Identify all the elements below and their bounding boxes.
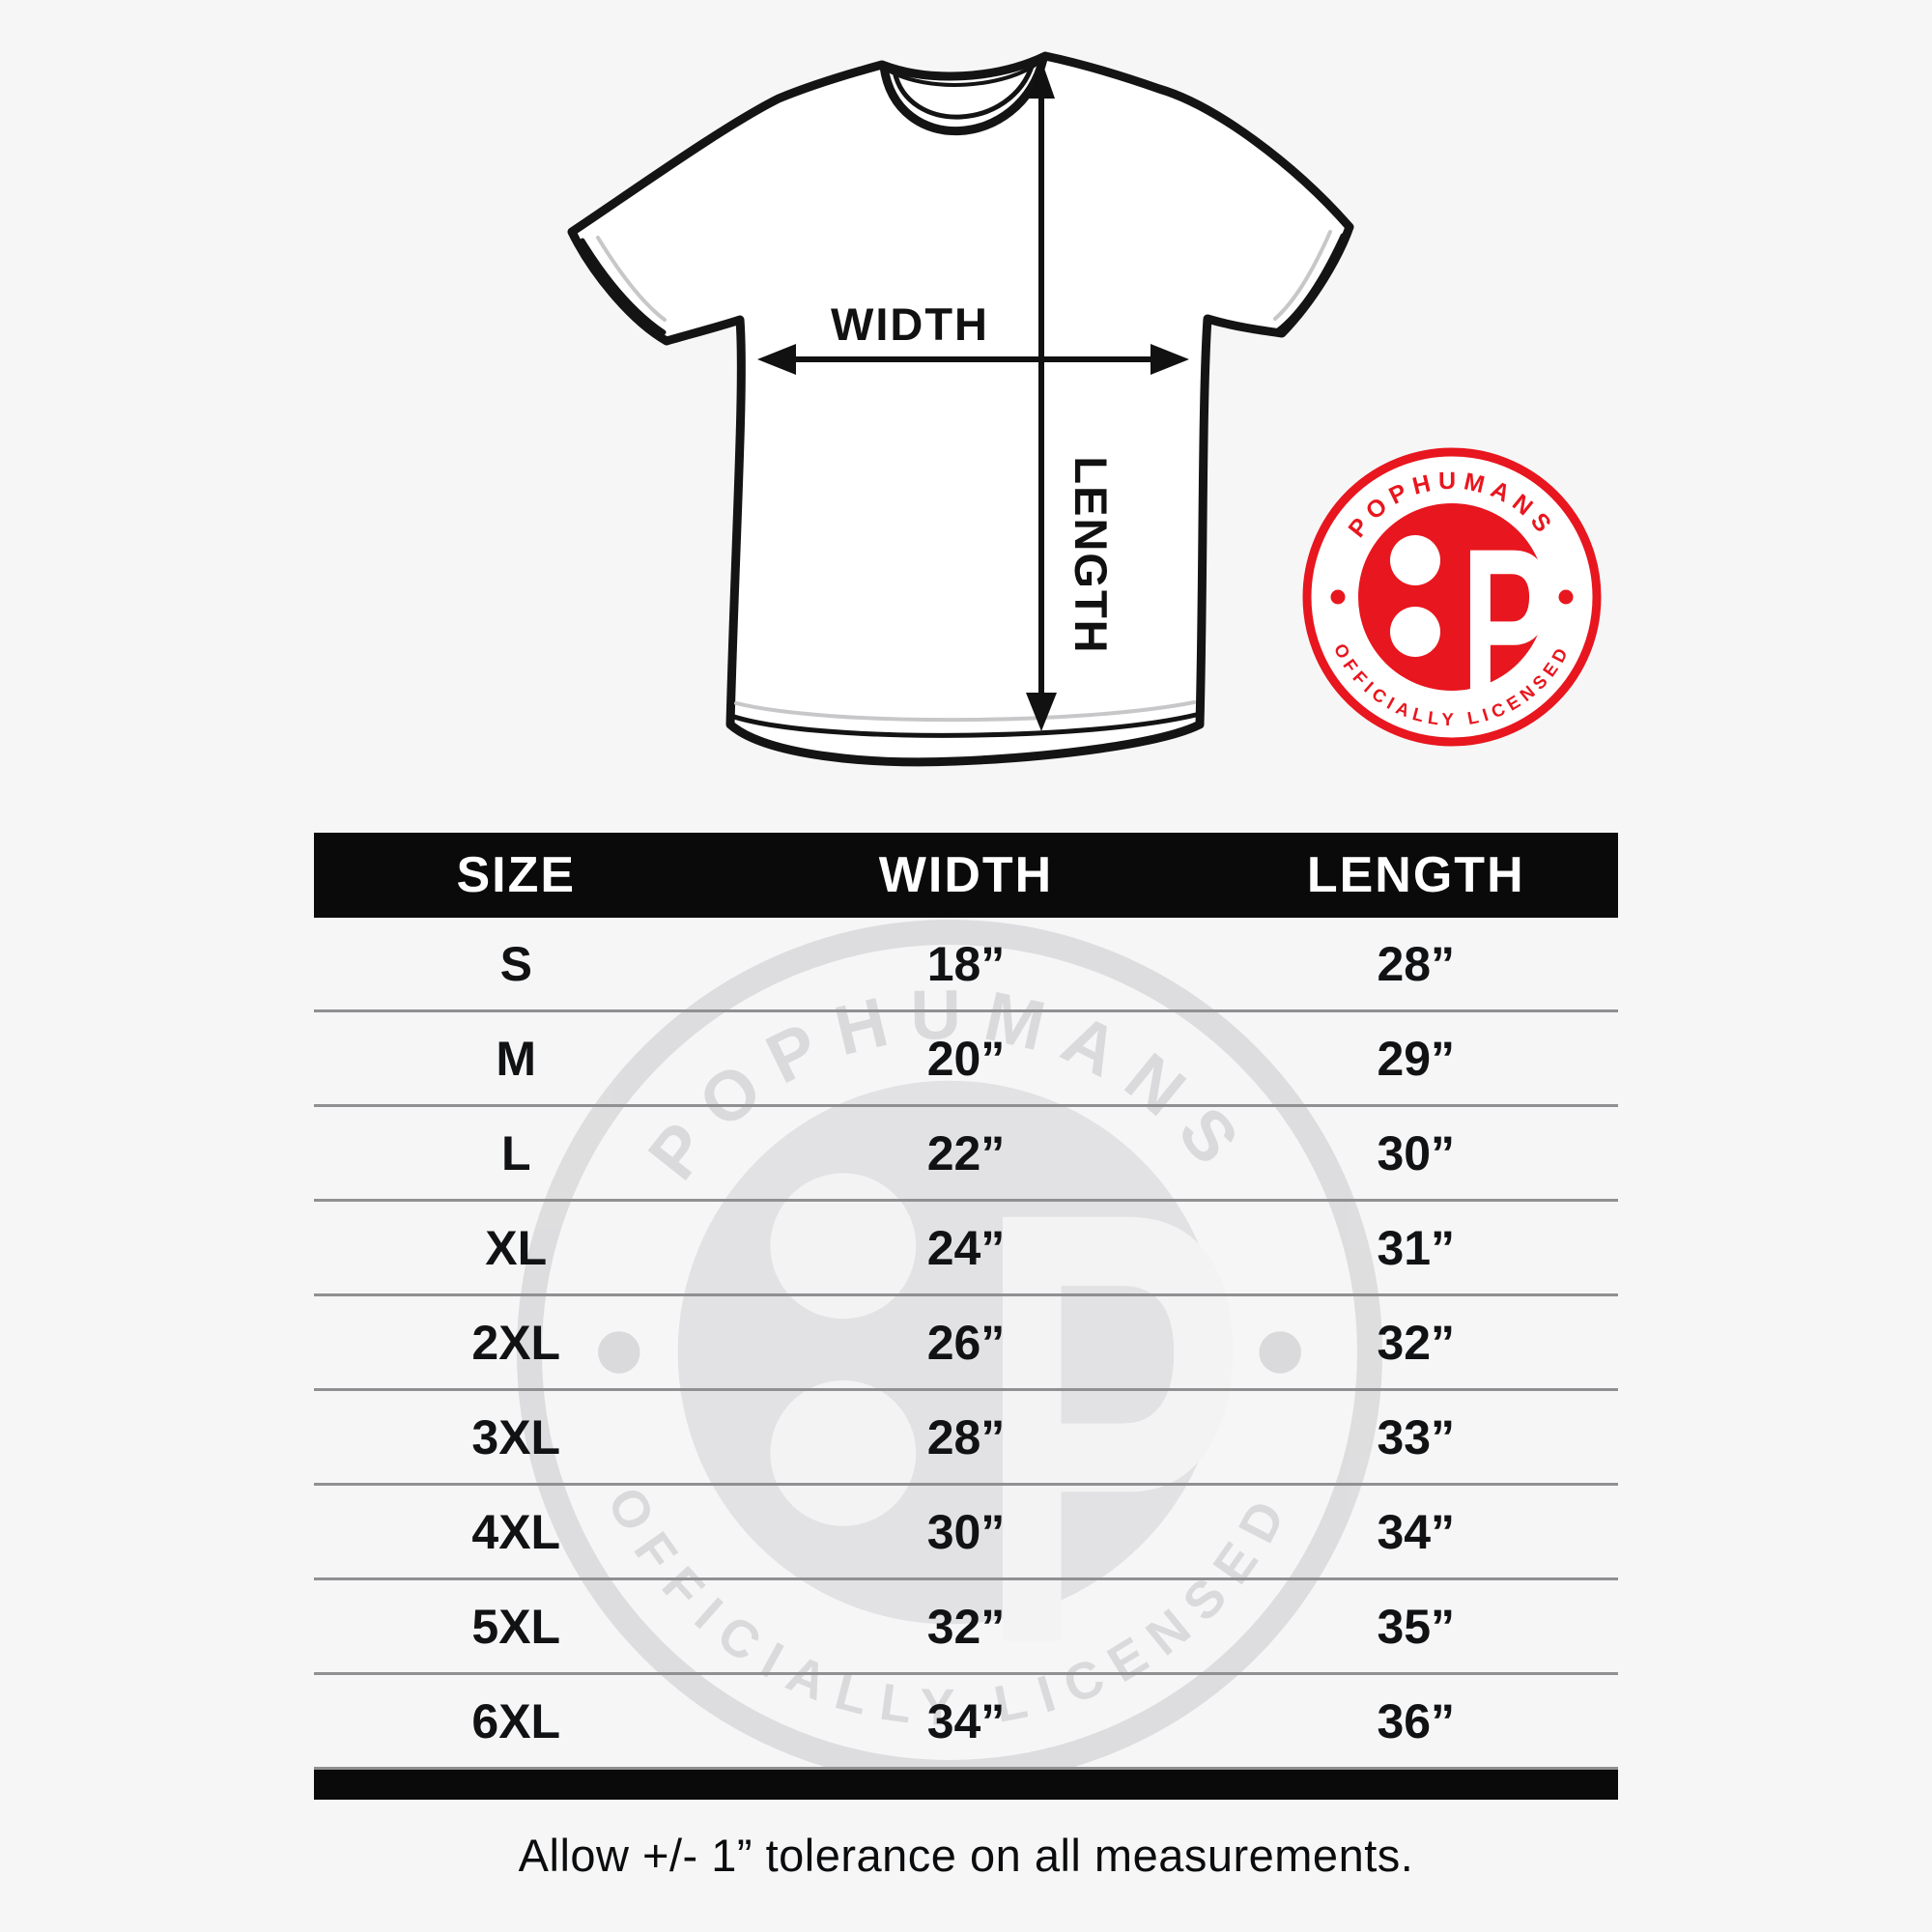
table-row: 4XL 30” 34” bbox=[314, 1486, 1618, 1580]
table-header-row: SIZE WIDTH LENGTH bbox=[314, 833, 1618, 918]
width-arrow bbox=[757, 344, 1189, 375]
table-row: 6XL 34” 36” bbox=[314, 1675, 1618, 1770]
size-cell: 5XL bbox=[471, 1599, 561, 1654]
table-row: L 22” 30” bbox=[314, 1107, 1618, 1202]
left-cuff-seam bbox=[580, 238, 667, 335]
header-width: WIDTH bbox=[878, 847, 1054, 903]
width-cell: 18” bbox=[926, 936, 1006, 991]
table-row: XL 24” 31” bbox=[314, 1202, 1618, 1296]
length-cell: 35” bbox=[1377, 1599, 1456, 1654]
size-cell: 3XL bbox=[471, 1409, 561, 1464]
width-cell: 24” bbox=[926, 1220, 1006, 1275]
tshirt-diagram bbox=[567, 51, 1354, 767]
width-cell: 32” bbox=[926, 1599, 1006, 1654]
length-cell: 34” bbox=[1377, 1504, 1456, 1559]
length-cell: 36” bbox=[1377, 1693, 1456, 1748]
size-cell: S bbox=[499, 936, 532, 991]
width-cell: 34” bbox=[926, 1693, 1006, 1748]
badge-monogram: P bbox=[1461, 505, 1554, 743]
length-cell: 30” bbox=[1377, 1125, 1456, 1180]
length-cell: 28” bbox=[1377, 936, 1456, 991]
table-row: 2XL 26” 32” bbox=[314, 1296, 1618, 1391]
table-row: 5XL 32” 35” bbox=[314, 1580, 1618, 1675]
hem-seam bbox=[731, 712, 1199, 738]
size-cell: 4XL bbox=[471, 1504, 561, 1559]
length-cell: 33” bbox=[1377, 1409, 1456, 1464]
left-cuff-fold bbox=[596, 236, 667, 322]
table-row: 3XL 28” 33” bbox=[314, 1391, 1618, 1486]
right-cuff-seam bbox=[1275, 233, 1346, 333]
width-cell: 28” bbox=[926, 1409, 1006, 1464]
tolerance-note: Allow +/- 1” tolerance on all measuremen… bbox=[518, 1830, 1414, 1881]
watermark-monogram: P bbox=[976, 1084, 1247, 1773]
collar-neckline-outer bbox=[879, 54, 1048, 135]
width-cell: 30” bbox=[926, 1504, 1006, 1559]
size-cell: M bbox=[496, 1031, 537, 1086]
size-cell: 2XL bbox=[471, 1315, 561, 1370]
right-cuff-fold bbox=[1273, 230, 1332, 321]
length-label: LENGTH bbox=[1065, 456, 1117, 654]
length-cell: 32” bbox=[1377, 1315, 1456, 1370]
width-cell: 22” bbox=[926, 1125, 1006, 1180]
header-size: SIZE bbox=[456, 847, 577, 903]
width-cell: 26” bbox=[926, 1315, 1006, 1370]
width-cell: 20” bbox=[926, 1031, 1006, 1086]
width-label: WIDTH bbox=[831, 298, 989, 350]
table-bottom-bar bbox=[314, 1770, 1618, 1800]
table-row: S 18” 28” bbox=[314, 918, 1618, 1012]
length-cell: 31” bbox=[1377, 1220, 1456, 1275]
brand-badge: P POPHUMANS OFFICIALLY LICENSED bbox=[1302, 447, 1602, 747]
size-table: SIZE WIDTH LENGTH S 18” 28” M 20” 29” L … bbox=[314, 833, 1618, 1800]
header-length: LENGTH bbox=[1306, 847, 1525, 903]
size-cell: XL bbox=[485, 1220, 548, 1275]
length-cell: 29” bbox=[1377, 1031, 1456, 1086]
collar-neckline-inner bbox=[892, 61, 1036, 120]
table-row: M 20” 29” bbox=[314, 1012, 1618, 1107]
hem-fold bbox=[734, 700, 1196, 723]
tshirt-outline bbox=[567, 51, 1354, 767]
size-cell: 6XL bbox=[471, 1693, 561, 1748]
length-arrow bbox=[1026, 60, 1057, 731]
collar-back-seam bbox=[887, 60, 1041, 87]
size-cell: L bbox=[500, 1125, 531, 1180]
